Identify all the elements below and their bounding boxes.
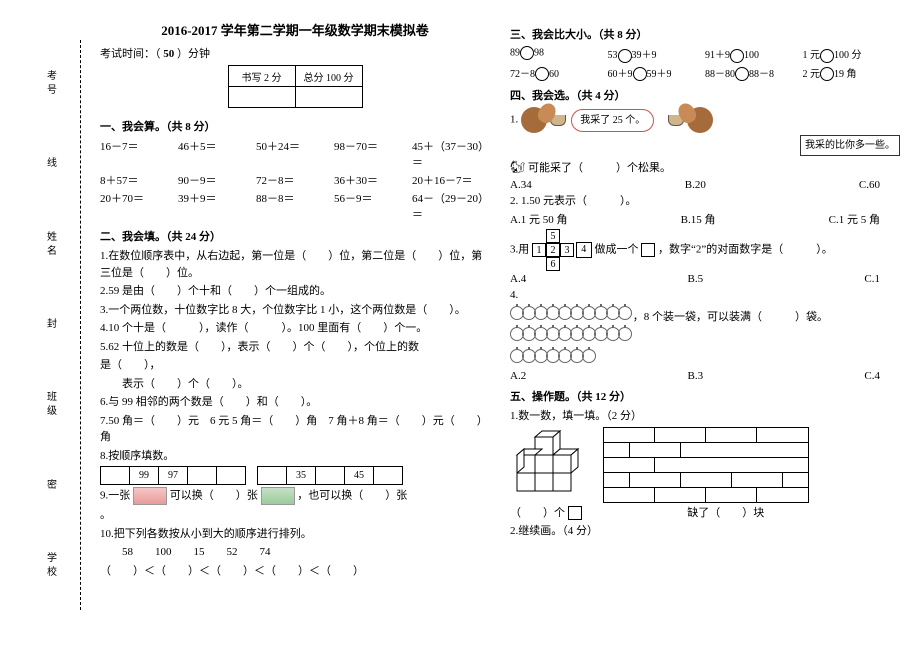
s1-row2: 8＋57＝90－9＝72－8＝36＋30＝20＋16－7＝ (100, 172, 490, 188)
cube-net-icon: 5 123 6 (532, 229, 574, 271)
s4-q3-opts: A.4B.5C.1 (510, 273, 900, 285)
s2-q8-tables: 9997 3545 (100, 466, 490, 485)
brick-wall-icon (603, 427, 809, 503)
apples-row2 (510, 327, 900, 347)
s4-q4-opts: A.2B.3C.4 (510, 370, 900, 382)
apples-row3 (510, 349, 900, 369)
s5-figures (510, 427, 900, 503)
section2-title: 二、我会填。（共 24 分） (100, 228, 490, 244)
squirrel-right-icon (687, 107, 713, 133)
s3-row1: 8998 5339＋9 91＋9100 1 元100 分 (510, 46, 900, 63)
s4-q1-opts: A.34B.20C.60 (510, 179, 900, 191)
s2-q5a: 5.62 十位上的数是（ ），表示（ ）个（ ），个位上的数 (100, 339, 490, 356)
speech-box: 我采的比你多一些。 (800, 135, 900, 156)
s2-q1: 1.在数位顺序表中，从右边起，第一位是（ ）位，第二位是（ ）位，第三位是（ ）… (100, 248, 490, 281)
s2-q4: 4.10 个十是（ ），读作（ ）。100 里面有（ ）个一。 (100, 320, 490, 337)
s2-q7: 7.50 角＝（ ）元 6 元 5 角＝（ ）角 7 角＋8 角＝（ ）元（ ）… (100, 413, 490, 446)
s4-q4: 4. ，8 个装一袋，可以装满（ ）袋。 (510, 287, 900, 368)
s4-q2: 2. 1.50 元表示（ ）。 (510, 193, 900, 210)
section1-title: 一、我会算。（共 8 分） (100, 118, 490, 134)
score-blank2 (295, 87, 362, 108)
s4-q2-opts: A.1 元 50 角B.15 角C.1 元 5 角 (510, 211, 900, 227)
label-seal: 封 (43, 318, 58, 332)
s2-q8label: 8.按顺序填数。 (100, 448, 490, 465)
speech-cloud: 我采了 25 个。 (571, 109, 654, 132)
s2-q10nums: 58 100 15 52 74 (100, 544, 490, 561)
s2-q6: 6.与 99 相邻的两个数是（ ）和（ ）。 (100, 394, 490, 411)
s2-q2: 2.59 是由（ ）个十和（ ）个一组成的。 (100, 283, 490, 300)
s4-speech2-wrap: 我采的比你多一些。 (510, 135, 900, 156)
squirrel-left-icon (521, 107, 547, 133)
exam-time-label: 考试时间：（ (100, 48, 161, 60)
s2-q3: 3.一个两位数，十位数字比 8 大，个位数字比 1 小，这个两位数是（ ）。 (100, 302, 490, 319)
s5-q2: 2.继续画。（4 分） (510, 523, 900, 540)
s4-q1line: 🐿 可能采了（ ）个松果。 (510, 158, 900, 177)
s1-row1: 16－7＝46＋5＝50＋24＝98－70＝45＋（37－30）＝ (100, 138, 490, 170)
label-class: 班级 (43, 391, 58, 419)
label-examnum: 考号 (43, 70, 58, 98)
cube-stack-icon (510, 427, 590, 497)
cube-outline-icon (568, 506, 582, 520)
s2-q9: 9.一张 可以换（ ）张 ，也可以换（ ）张 (100, 487, 490, 505)
seq-a: 9997 (100, 466, 246, 485)
squirrel-small-icon: 🐿 (510, 160, 525, 174)
exam-time: 考试时间：（ 50 ）分钟 (100, 45, 490, 61)
score-blank1 (228, 87, 295, 108)
rmb-100-icon (133, 487, 167, 505)
exam-time-suffix: ）分钟 (177, 48, 210, 60)
s2-q10label: 10.把下列各数按从小到大的顺序进行排列。 (100, 526, 490, 543)
left-column: 2016-2017 学年第二学期一年级数学期末模拟卷 考试时间：（ 50 ）分钟… (100, 20, 490, 581)
seq-b: 3545 (257, 466, 403, 485)
s2-q9d: 。 (100, 507, 490, 524)
s5-q1: 1.数一数，填一填。（2 分） (510, 408, 900, 425)
score-table: 书写 2 分 总分 100 分 (228, 65, 363, 108)
label-line: 线 (43, 157, 58, 171)
label-name: 姓名 (43, 231, 58, 259)
s2-q10blanks: （ ）＜（ ）＜（ ）＜（ ）＜（ ） (100, 563, 490, 580)
exam-title: 2016-2017 学年第二学期一年级数学期末模拟卷 (100, 20, 490, 39)
section5-title: 五、操作题。（共 12 分） (510, 388, 900, 404)
s3-row2: 72－860 60＋959＋9 88－8088－8 2 元19 角 (510, 65, 900, 82)
s4-q3: 3.用 5 123 6 4 做成一个 ，数字“2”的对面数字是（ ）。 (510, 229, 900, 271)
section3-title: 三、我会比大小。（共 8 分） (510, 26, 900, 42)
score-c2: 总分 100 分 (295, 66, 362, 87)
s4-scene: 1. 我采了 25 个。 (510, 107, 900, 133)
apples-row1: ，8 个装一袋，可以装满（ ）袋。 (510, 306, 900, 326)
right-column: 三、我会比大小。（共 8 分） 8998 5339＋9 91＋9100 1 元1… (510, 20, 900, 581)
page: 2016-2017 学年第二学期一年级数学期末模拟卷 考试时间：（ 50 ）分钟… (100, 20, 900, 581)
cube-icon (641, 243, 655, 257)
section4-title: 四、我会选。（共 4 分） (510, 87, 900, 103)
s2-q5b: 是（ ）， (100, 357, 490, 374)
exam-time-val: 50 (163, 48, 174, 60)
label-secret: 密 (43, 479, 58, 493)
label-school: 学校 (43, 552, 58, 580)
rmb-50-icon (261, 487, 295, 505)
score-c1: 书写 2 分 (228, 66, 295, 87)
fold-line (80, 40, 82, 610)
binding-margin: 考号 线 姓名 封 班级 密 学校 (20, 40, 80, 610)
s5-labels: （ ）个 缺了（ ）块 (510, 505, 900, 522)
s2-q5c: 表示（ ）个（ ）。 (100, 376, 490, 393)
s1-row3: 20＋70＝39＋9＝88－8＝56－9＝64－（29－20）＝ (100, 190, 490, 222)
